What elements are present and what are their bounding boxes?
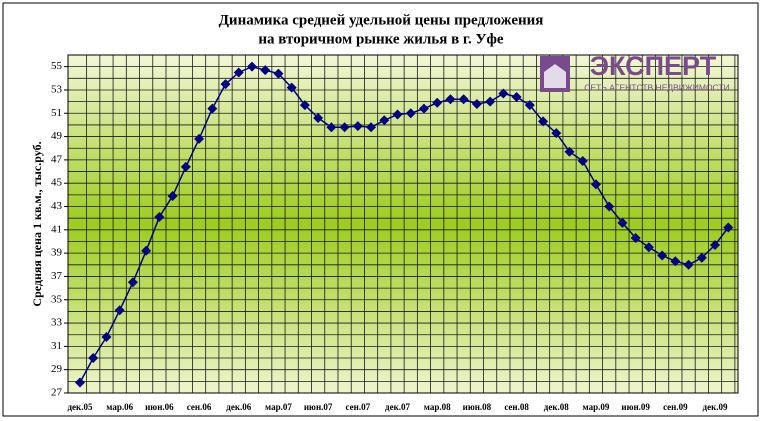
data-point bbox=[339, 122, 350, 133]
data-point bbox=[260, 65, 271, 76]
data-point bbox=[220, 79, 231, 90]
data-point bbox=[498, 88, 509, 99]
y-tick-label: 51 bbox=[51, 107, 62, 119]
x-tick-label: дек.05 bbox=[68, 402, 93, 412]
data-point bbox=[696, 252, 707, 263]
data-point bbox=[194, 133, 205, 144]
y-axis-label: Средняя цена 1 кв.м., тыс.руб. bbox=[30, 141, 44, 306]
x-tick-label: дек.09 bbox=[703, 402, 728, 412]
x-tick-label: мар.07 bbox=[265, 402, 292, 412]
x-tick-label: сен.09 bbox=[663, 402, 688, 412]
data-point bbox=[604, 201, 615, 212]
x-tick-label: дек.06 bbox=[226, 402, 251, 412]
data-point bbox=[392, 109, 403, 120]
logo-tagline: СЕТЬ АГЕНТСТВ НЕДВИЖИМОСТИ bbox=[584, 82, 729, 92]
logo-house bbox=[544, 64, 566, 88]
chart-title: Динамика средней удельной цены предложен… bbox=[219, 12, 544, 28]
data-point bbox=[524, 100, 535, 111]
data-point bbox=[101, 332, 112, 343]
chart-subtitle: на вторичном рынке жилья в г. Уфе bbox=[258, 31, 504, 47]
x-tick-label: сен.08 bbox=[504, 402, 529, 412]
x-tick-label: июн.09 bbox=[621, 402, 650, 412]
y-tick-label: 49 bbox=[51, 130, 63, 142]
data-point bbox=[551, 128, 562, 139]
y-tick-label: 29 bbox=[51, 363, 63, 375]
x-tick-label: июн.07 bbox=[304, 402, 333, 412]
x-tick-label: мар.09 bbox=[583, 402, 610, 412]
plot-border bbox=[67, 54, 739, 394]
x-tick-label: сен.07 bbox=[346, 402, 371, 412]
data-point bbox=[723, 222, 734, 233]
data-point bbox=[538, 116, 549, 127]
data-point bbox=[366, 122, 377, 133]
data-point bbox=[326, 122, 337, 133]
data-point bbox=[445, 94, 456, 105]
y-tick-label: 55 bbox=[51, 60, 63, 72]
data-point bbox=[273, 68, 284, 79]
data-point bbox=[617, 217, 628, 228]
plot-area bbox=[68, 55, 738, 393]
x-tick-label: дек.08 bbox=[544, 402, 569, 412]
x-tick-label: сен.06 bbox=[187, 402, 212, 412]
x-tick-label: мар.06 bbox=[106, 402, 133, 412]
data-point bbox=[577, 156, 588, 167]
grid bbox=[68, 54, 738, 394]
x-tick-label: июн.06 bbox=[145, 402, 174, 412]
logo-name: ЭКСПЕРТ bbox=[590, 51, 717, 81]
y-tick-label: 27 bbox=[51, 387, 63, 399]
y-tick-label: 47 bbox=[51, 153, 63, 165]
y-tick-label: 39 bbox=[51, 247, 63, 259]
data-point bbox=[127, 277, 138, 288]
data-point bbox=[313, 112, 324, 123]
data-point bbox=[657, 250, 668, 261]
y-tick-label: 37 bbox=[51, 270, 63, 282]
data-point bbox=[154, 212, 165, 223]
y-tick-label: 33 bbox=[51, 317, 63, 329]
data-point bbox=[710, 239, 721, 250]
y-tick-label: 41 bbox=[51, 223, 62, 235]
data-point bbox=[207, 103, 218, 114]
data-point bbox=[114, 305, 125, 316]
y-tick-label: 45 bbox=[51, 177, 63, 189]
y-tick-label: 43 bbox=[51, 200, 63, 212]
data-point bbox=[471, 98, 482, 109]
y-tick-label: 35 bbox=[51, 293, 63, 305]
data-point bbox=[458, 94, 469, 105]
data-point bbox=[564, 146, 575, 157]
data-point bbox=[180, 161, 191, 172]
data-point bbox=[352, 121, 363, 132]
data-point bbox=[141, 245, 152, 256]
y-tick-label: 31 bbox=[51, 340, 62, 352]
data-point bbox=[643, 242, 654, 253]
data-point bbox=[630, 232, 641, 243]
data-point bbox=[670, 256, 681, 267]
data-point bbox=[75, 377, 85, 388]
x-tick-label: дек.07 bbox=[385, 402, 410, 412]
data-point bbox=[299, 100, 310, 111]
data-point bbox=[405, 108, 416, 119]
logo: ЭКСПЕРТ СЕТЬ АГЕНТСТВ НЕДВИЖИМОСТИ bbox=[540, 51, 730, 92]
data-point bbox=[233, 67, 244, 78]
data-point bbox=[167, 191, 178, 202]
data-point bbox=[485, 96, 496, 107]
data-point bbox=[246, 61, 257, 72]
data-point bbox=[511, 91, 522, 102]
x-tick-label: июн.08 bbox=[463, 402, 492, 412]
data-point bbox=[286, 82, 297, 93]
data-point bbox=[432, 97, 443, 108]
data-point bbox=[418, 103, 429, 114]
data-point bbox=[88, 353, 99, 364]
x-tick-label: мар.08 bbox=[424, 402, 451, 412]
data-point bbox=[683, 259, 694, 270]
data-point bbox=[590, 179, 601, 190]
y-tick-label: 53 bbox=[51, 83, 63, 95]
data-point bbox=[379, 115, 390, 126]
